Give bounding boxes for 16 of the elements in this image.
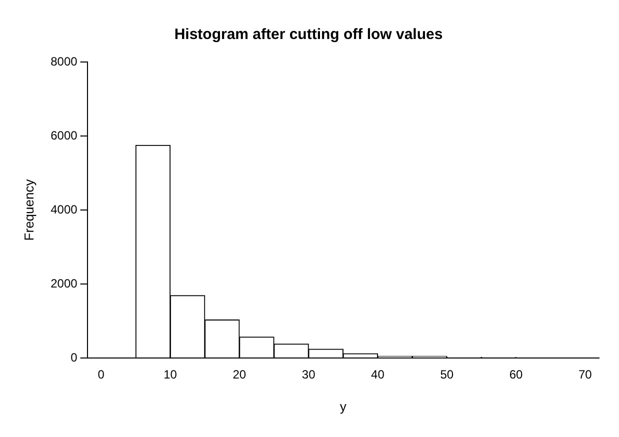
y-tick-label: 6000 bbox=[50, 128, 78, 142]
x-tick-label: 30 bbox=[302, 368, 316, 382]
y-axis-title: Frequency bbox=[21, 178, 36, 241]
chart-title: Histogram after cutting off low values bbox=[174, 26, 443, 44]
x-tick-label: 70 bbox=[578, 368, 592, 382]
x-axis-title: y bbox=[340, 398, 347, 414]
x-tick-label: 60 bbox=[509, 368, 524, 382]
x-tick-label: 50 bbox=[440, 368, 454, 382]
x-tick-label: 0 bbox=[98, 368, 105, 382]
x-tick-label: 40 bbox=[371, 368, 385, 382]
y-tick-label: 0 bbox=[70, 350, 78, 364]
y-tick-label: 2000 bbox=[50, 276, 78, 290]
x-tick-label: 10 bbox=[164, 368, 178, 382]
x-tick-label: 20 bbox=[232, 368, 246, 382]
y-tick-label: 4000 bbox=[50, 202, 78, 216]
y-tick-label: 8000 bbox=[50, 54, 78, 68]
